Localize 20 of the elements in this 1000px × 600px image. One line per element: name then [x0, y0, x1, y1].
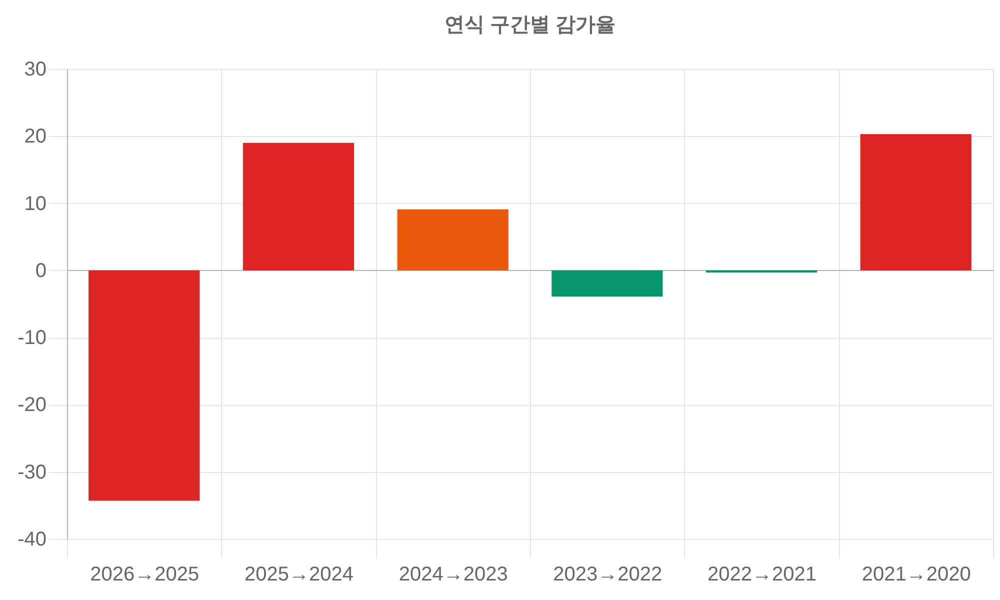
- x-tick-label: 2026→2025: [90, 564, 200, 586]
- x-tick-label: 2021→2020: [862, 564, 971, 586]
- bar: [860, 134, 972, 270]
- y-tick-label: 20: [24, 126, 46, 148]
- y-tick-label: 0: [35, 260, 46, 282]
- bar: [552, 270, 663, 297]
- x-tick-label: 2024→2023: [398, 564, 508, 586]
- bar: [397, 209, 508, 270]
- y-tick-label: -40: [18, 528, 46, 550]
- y-tick-label: -10: [18, 327, 46, 350]
- x-tick-label: 2022→2021: [708, 564, 816, 586]
- bar: [242, 142, 354, 270]
- x-tick-label: 2025→2024: [244, 564, 354, 586]
- y-tick-label: 30: [24, 58, 46, 80]
- chart-title: 연식 구간별 감가율: [444, 14, 616, 36]
- y-tick-label: -20: [18, 394, 46, 416]
- x-tick-label: 2023→2022: [553, 564, 662, 586]
- y-tick-label: 10: [24, 192, 46, 215]
- bar: [88, 270, 200, 501]
- y-tick-label: -30: [18, 461, 46, 484]
